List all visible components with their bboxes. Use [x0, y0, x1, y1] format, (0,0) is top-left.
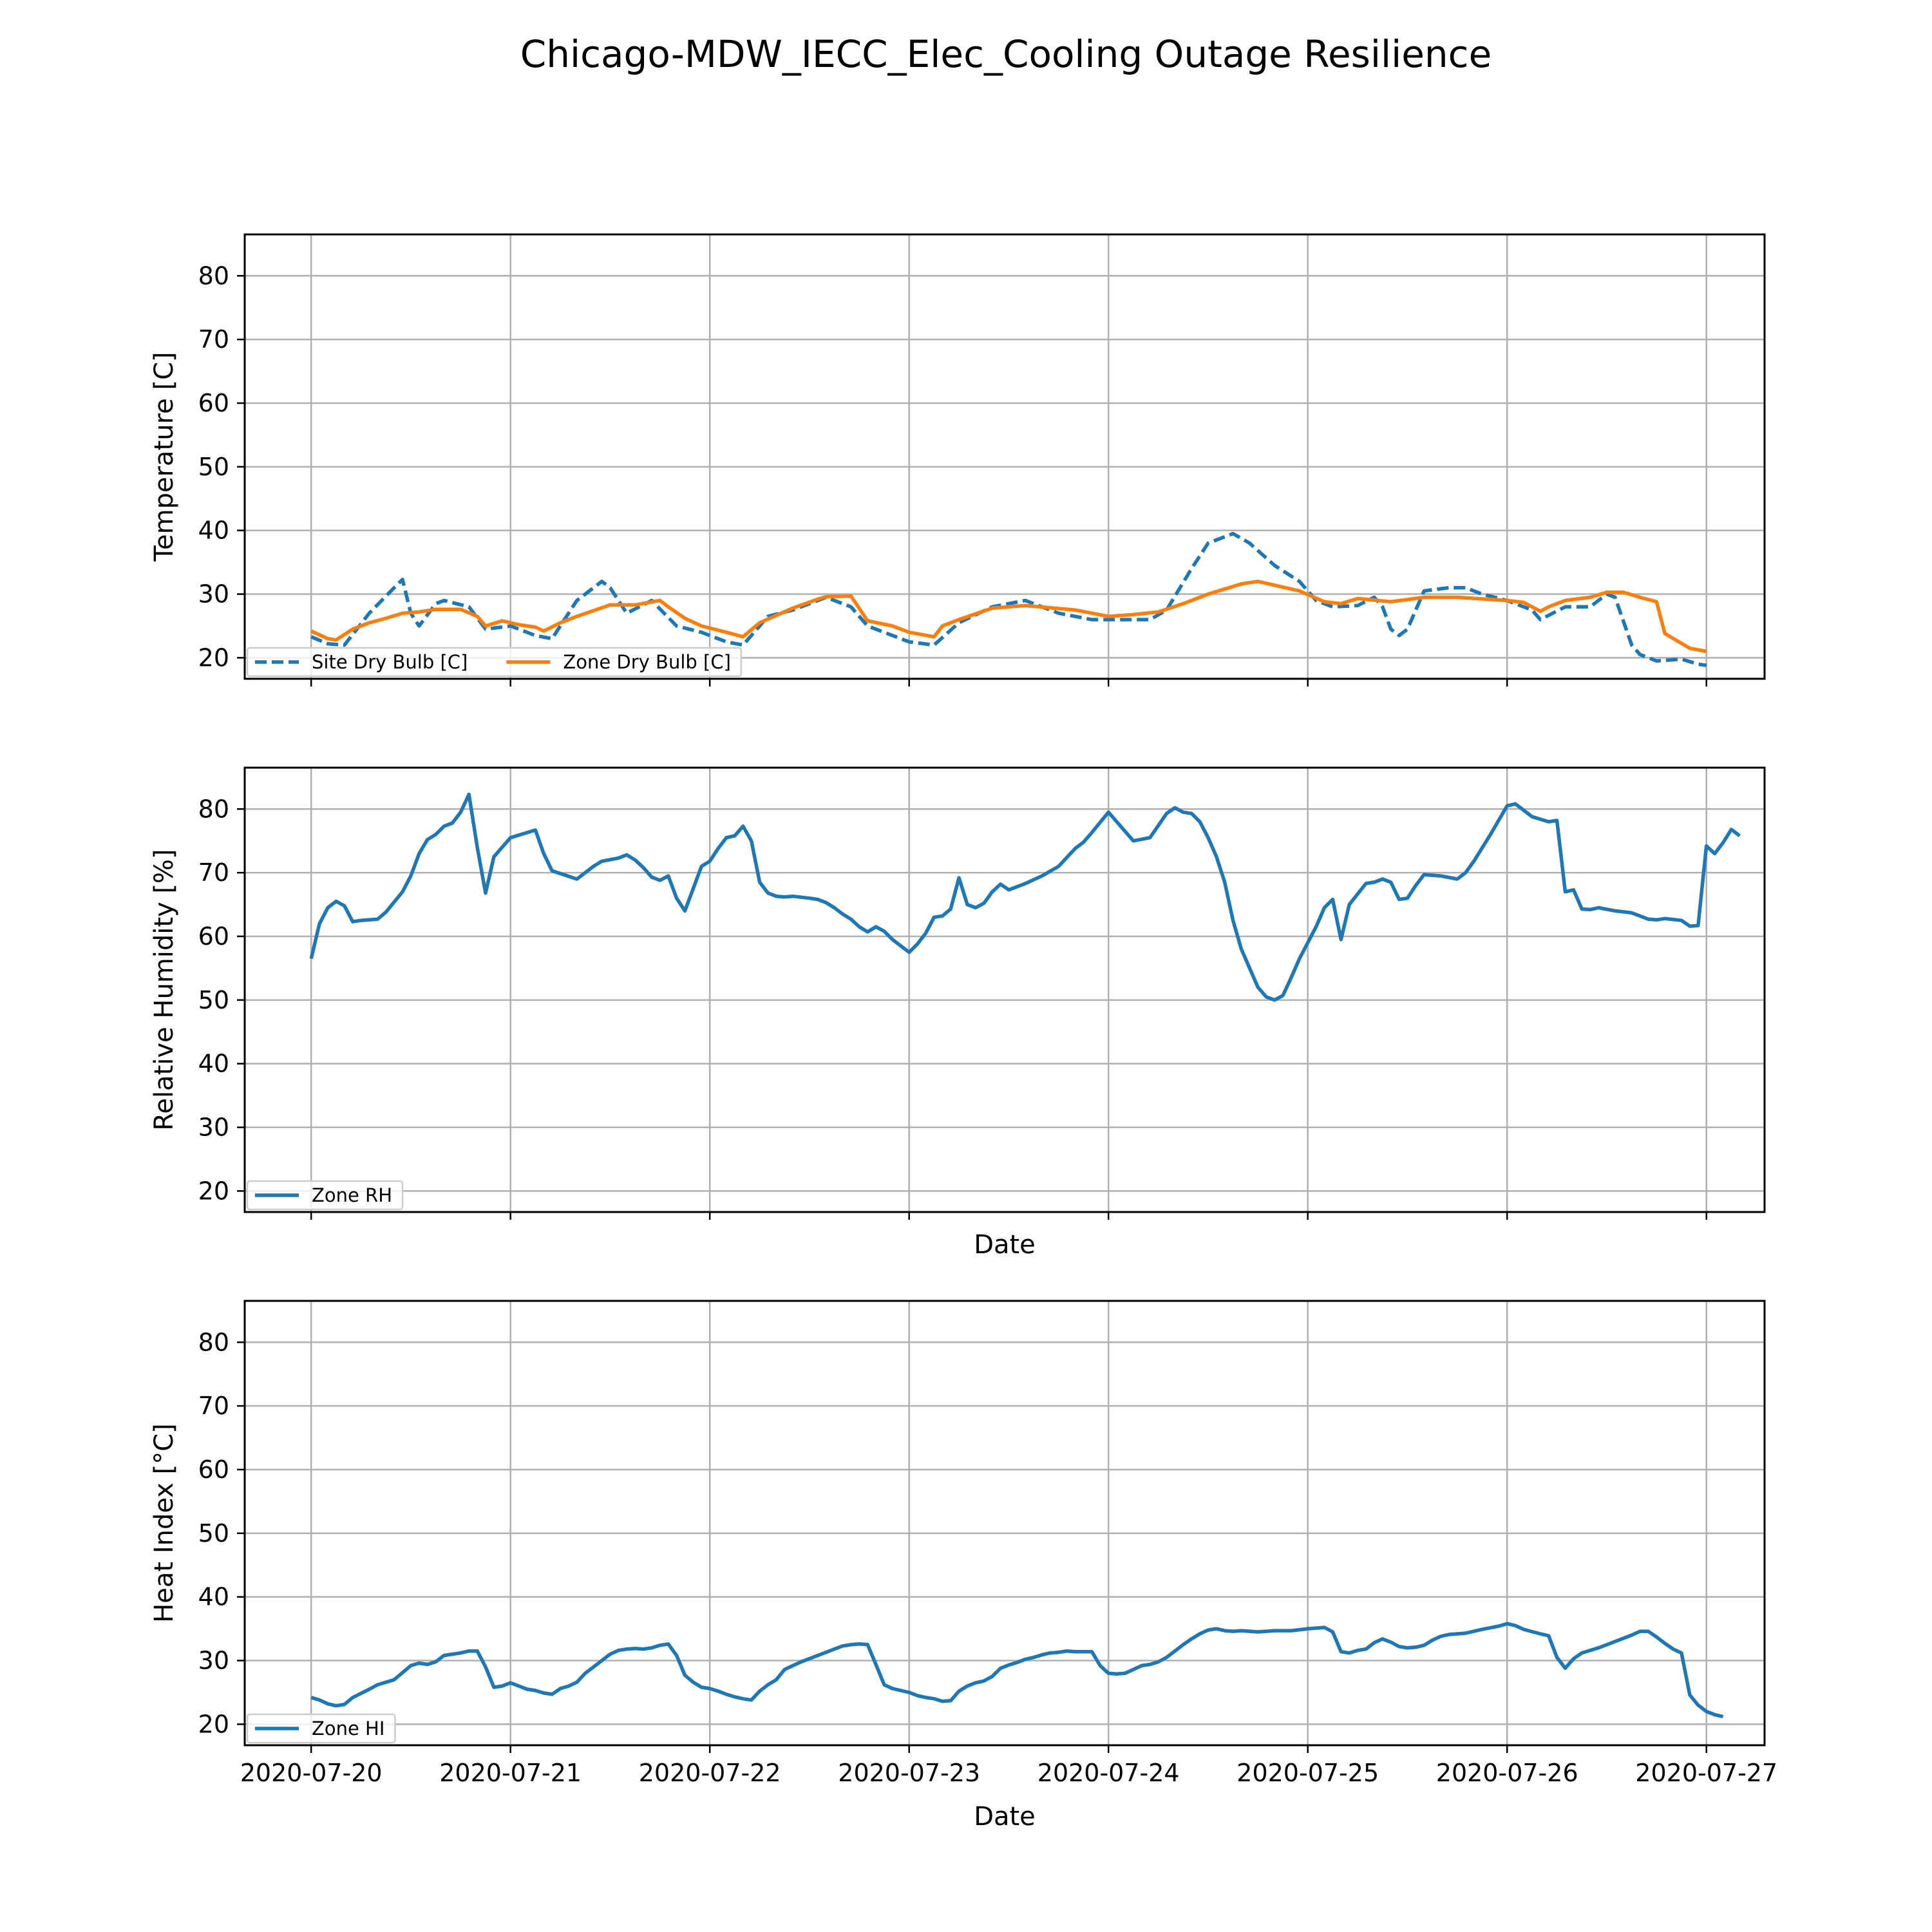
axes-frame	[243, 1300, 1766, 1747]
y-tick-label: 40	[198, 1583, 229, 1611]
figure-title: Chicago-MDW_IECC_Elec_Cooling Outage Res…	[520, 32, 1492, 76]
y-tick-label: 80	[198, 1328, 229, 1356]
series-line-zone-hi	[310, 1622, 1724, 1719]
y-tick-label: 30	[198, 1113, 229, 1142]
y-tick-label: 40	[198, 516, 229, 545]
legend-label: Site Dry Bulb [C]	[312, 651, 468, 673]
chart-panel-1: 20 30 40 50 60 70 80 Temperature [C] Site Dry Bu…	[149, 233, 1766, 687]
axes-frame	[243, 766, 1766, 1213]
y-tick-label: 50	[198, 453, 229, 481]
chart-panels: 20 30 40 50 60 70 80 Temperature [C] Site Dry Bu…	[149, 233, 1777, 1832]
legend: Site Dry Bulb [C] Zone Dry Bulb [C]	[246, 647, 743, 677]
y-tick-label: 20	[198, 1710, 229, 1738]
y-tick-label: 60	[198, 389, 229, 417]
legend-box	[246, 647, 743, 677]
series-line-zone-rh	[309, 792, 1741, 1002]
y-tick-label: 30	[198, 1647, 229, 1675]
y-tick-label: 40	[198, 1050, 229, 1078]
y-axis-label: Heat Index [°C]	[149, 1423, 179, 1623]
x-axis-label: Date	[974, 1802, 1036, 1832]
x-tick-label: 2020-07-20	[240, 1759, 383, 1787]
x-tick-label: 2020-07-24	[1037, 1759, 1180, 1787]
series-line-zone-dry-bulb-c	[310, 580, 1707, 654]
y-axis-label: Relative Humidity [%]	[149, 849, 179, 1130]
y-tick-label: 60	[198, 922, 229, 951]
legend-label: Zone HI	[312, 1718, 384, 1739]
y-tick-label: 60	[198, 1455, 229, 1484]
axes-frame	[243, 233, 1766, 680]
y-tick-label: 70	[198, 325, 229, 354]
y-tick-label: 80	[198, 261, 229, 290]
series-line-site-dry-bulb-c	[310, 531, 1707, 667]
x-tick-label: 2020-07-22	[639, 1759, 781, 1787]
chart-panel-3: 20 30 40 50 60 70 80 2020-07-20 2020-07-21 2020-0…	[149, 1300, 1777, 1832]
y-tick-label: 20	[198, 643, 229, 672]
legend-box	[246, 1713, 396, 1744]
x-axis-label: Date	[974, 1230, 1036, 1260]
x-tick-label: 2020-07-23	[838, 1759, 980, 1787]
x-tick-label: 2020-07-21	[439, 1759, 582, 1787]
gridlines	[245, 234, 1765, 679]
chart-panel-2: 20 30 40 50 60 70 80 Relative Humidity [%] Date Z…	[149, 766, 1766, 1260]
y-tick-label: 70	[198, 858, 229, 887]
y-tick-label: 30	[198, 580, 229, 609]
legend-box	[246, 1180, 404, 1211]
y-tick-label: 80	[198, 795, 229, 823]
gridlines	[245, 1301, 1765, 1745]
legend: Zone HI	[246, 1713, 396, 1744]
legend-label: Zone Dry Bulb [C]	[563, 651, 731, 673]
y-tick-label: 50	[198, 1519, 229, 1548]
gridlines	[245, 768, 1765, 1212]
x-tick-label: 2020-07-27	[1635, 1759, 1777, 1787]
legend-label: Zone RH	[312, 1184, 392, 1206]
y-tick-label: 20	[198, 1177, 229, 1205]
y-axis-label: Temperature [C]	[149, 352, 179, 562]
y-tick-label: 70	[198, 1392, 229, 1420]
x-tick-label: 2020-07-26	[1436, 1759, 1578, 1787]
x-tick-label: 2020-07-25	[1236, 1759, 1379, 1787]
y-tick-label: 50	[198, 986, 229, 1014]
legend: Zone RH	[246, 1180, 404, 1211]
